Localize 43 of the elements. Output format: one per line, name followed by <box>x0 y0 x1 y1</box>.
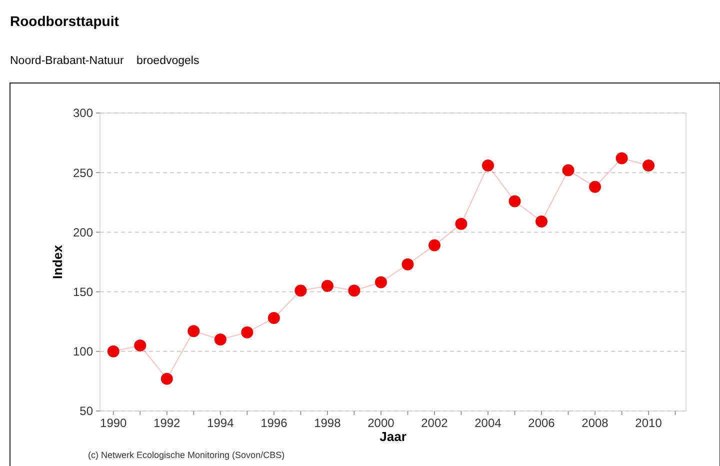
point <box>455 218 468 230</box>
x-tick-label: 1996 <box>260 416 288 430</box>
point <box>294 284 307 297</box>
x-axis-title: Jaar <box>380 429 406 444</box>
x-tick-label: 1990 <box>100 416 128 430</box>
point <box>214 333 226 346</box>
x-tick-label: 2002 <box>421 416 448 430</box>
point <box>482 159 494 172</box>
point <box>268 312 280 324</box>
x-tick-label: 1998 <box>314 416 342 430</box>
point <box>107 345 120 358</box>
y-tick-label: 50 <box>80 404 94 418</box>
x-tick-label: 1992 <box>154 416 181 430</box>
x-tick-label: 2006 <box>528 416 556 430</box>
y-tick-label: 250 <box>72 166 94 180</box>
point <box>241 326 254 338</box>
point <box>321 280 334 292</box>
point <box>160 372 173 385</box>
x-tick-label: 2010 <box>635 416 662 430</box>
x-tick-label: 2004 <box>474 416 502 430</box>
point <box>536 215 548 228</box>
point <box>134 339 146 352</box>
x-tick-label: 2008 <box>582 416 609 430</box>
point <box>402 258 414 270</box>
y-tick-label: 300 <box>72 106 94 120</box>
point <box>562 164 574 176</box>
point <box>428 239 440 252</box>
chart-subtitle: Noord-Brabant-Natuur broedvogels <box>10 55 200 67</box>
point <box>589 180 602 193</box>
x-tick-label: 1994 <box>207 416 234 430</box>
point <box>508 195 521 208</box>
chart-title: Roodborsttapuit <box>10 13 120 29</box>
y-tick-label: 150 <box>72 285 94 299</box>
point <box>616 152 628 164</box>
point <box>374 276 387 288</box>
y-axis-title: Index <box>50 244 65 279</box>
y-tick-label: 100 <box>72 344 94 359</box>
point <box>348 284 360 297</box>
text: (c) Netwerk Ecologische Monitoring (Sovon/CBS) <box>88 450 285 460</box>
x-tick-label: 2000 <box>368 416 395 430</box>
point <box>642 159 655 172</box>
point <box>188 325 200 338</box>
y-tick-label: 200 <box>72 225 94 240</box>
